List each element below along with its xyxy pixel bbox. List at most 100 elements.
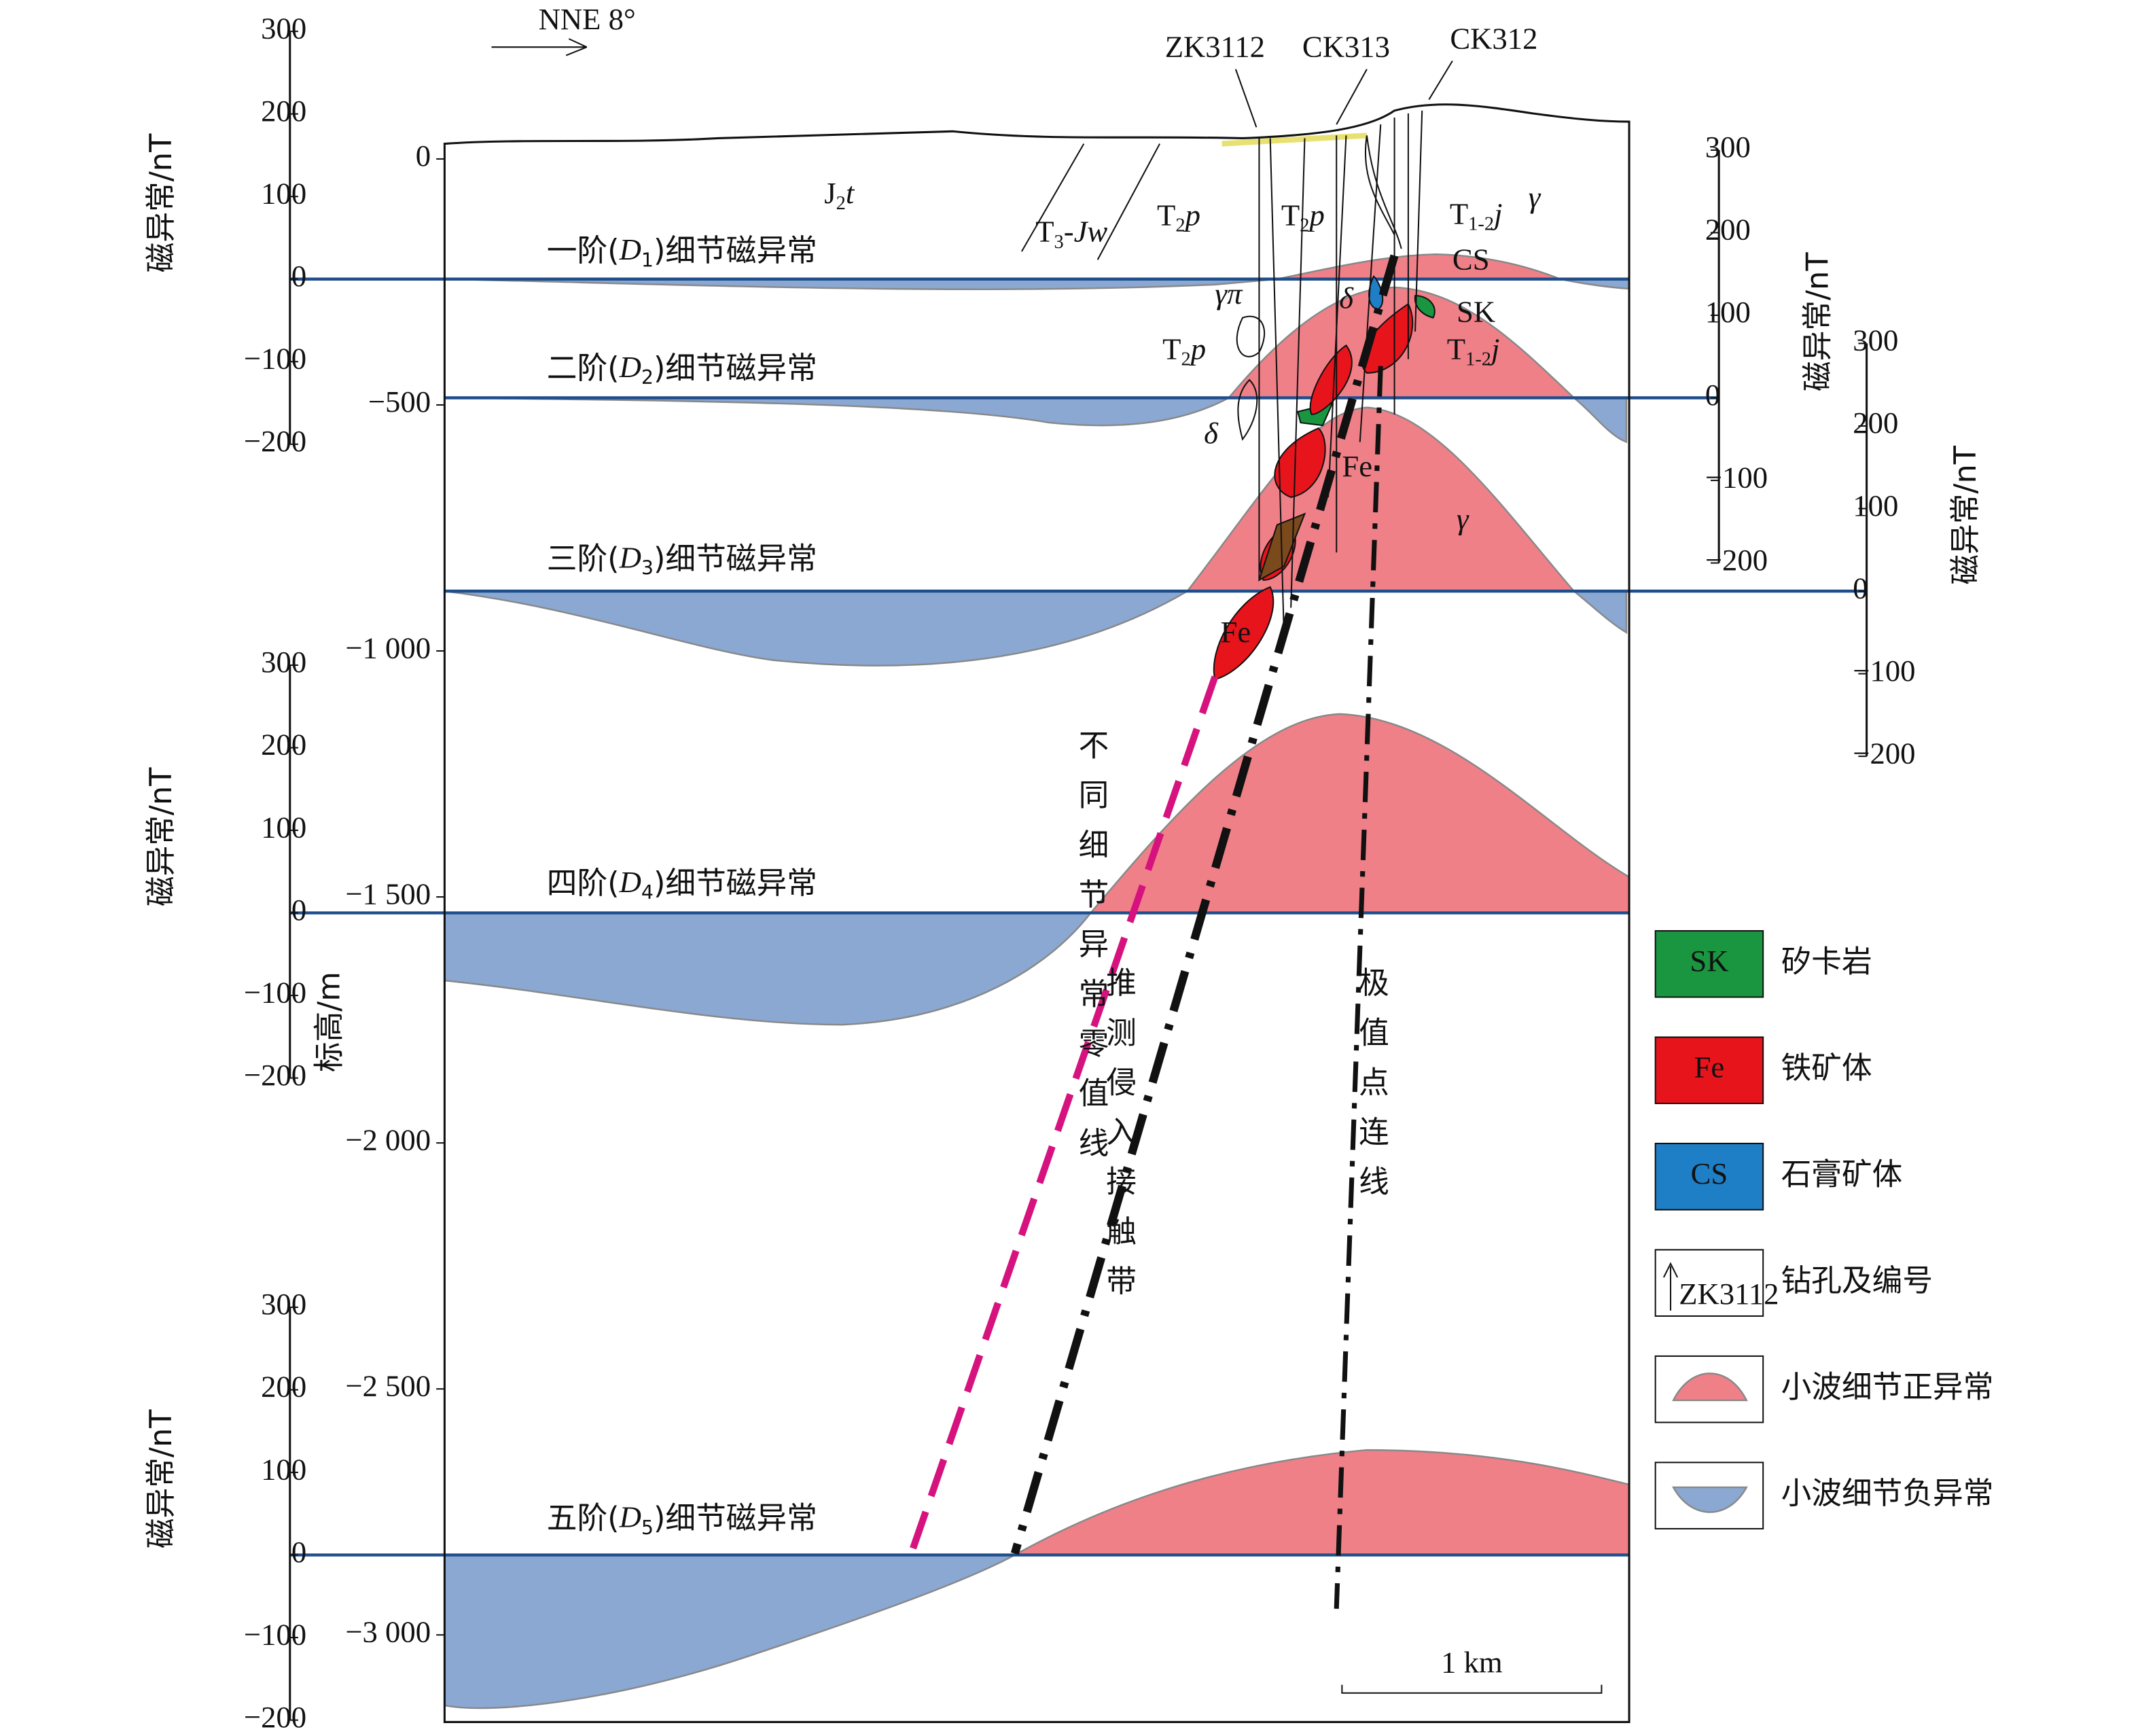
y-tick-label: −200 xyxy=(1853,736,1915,770)
y-tick-label: 100 xyxy=(261,1452,306,1486)
geology-label: γπ xyxy=(1215,277,1243,311)
legend-symbol: ZK3112 xyxy=(1679,1277,1779,1311)
legend-symbol: SK xyxy=(1690,944,1728,978)
axis-title: 磁异常/nT xyxy=(143,767,179,906)
y-tick-label: 0 xyxy=(291,893,306,927)
subscript: 2 xyxy=(1175,215,1185,236)
main: T xyxy=(1035,215,1054,249)
prefix: 三阶( xyxy=(547,541,620,576)
y-tick-label: 100 xyxy=(261,810,306,844)
main: γ xyxy=(1457,502,1469,536)
y-tick-label: −100 xyxy=(1705,460,1768,494)
y-tick-label: 300 xyxy=(1705,130,1751,164)
drill-hole-label: CK313 xyxy=(1302,30,1390,64)
subscript: 2 xyxy=(641,366,654,389)
y-tick-label: 100 xyxy=(261,176,306,210)
y-tick-label: −2 000 xyxy=(345,1122,431,1156)
leader xyxy=(1234,69,1258,128)
symbol: D xyxy=(619,541,641,575)
y-tick-label: 0 xyxy=(291,259,306,293)
level-label: 二阶(D2)细节磁异常 xyxy=(547,350,817,389)
y-tick-label: −100 xyxy=(244,1617,306,1651)
main: CS xyxy=(1452,243,1490,277)
leader xyxy=(1336,69,1368,125)
tail: p xyxy=(1307,198,1324,232)
tail: t xyxy=(846,176,855,210)
tail: -Jw xyxy=(1064,215,1108,249)
prefix: 一阶( xyxy=(547,233,620,268)
y-tick-label: −1 500 xyxy=(345,876,431,910)
tail: j xyxy=(1491,197,1502,231)
subscript: 3 xyxy=(1054,231,1064,252)
suffix: )细节磁异常 xyxy=(654,1501,817,1536)
geology-label: Fe xyxy=(1221,615,1251,649)
level-label: 四阶(D4)细节磁异常 xyxy=(547,865,817,904)
suffix: )细节磁异常 xyxy=(654,541,817,576)
tail: p xyxy=(1183,198,1200,232)
symbol: D xyxy=(619,232,641,266)
legend-arrow xyxy=(1662,1262,1679,1311)
main: γπ xyxy=(1215,277,1243,311)
geology-label: CS xyxy=(1452,243,1490,277)
y-tick-label: 0 xyxy=(291,1535,306,1569)
line-label: 不同细节异常零值线 xyxy=(1073,729,1108,1176)
prefix: 四阶( xyxy=(547,866,620,901)
symbol: D xyxy=(619,865,641,899)
main: Fe xyxy=(1342,449,1372,483)
y-tick-label: −2 500 xyxy=(345,1368,431,1402)
prefix: 五阶( xyxy=(547,1501,620,1536)
subscript: 4 xyxy=(641,881,654,904)
y-tick-label: 0 xyxy=(1705,378,1720,412)
y-tick-label: 200 xyxy=(261,1370,306,1404)
y-tick-label: 200 xyxy=(261,728,306,762)
labels: NNE 8° 1 km 标高/m xyxy=(312,2,1503,1679)
drill-hole-label: CK312 xyxy=(1450,21,1537,55)
legend-label: 矽卡岩 xyxy=(1781,944,1872,980)
y-tick-label: 300 xyxy=(1853,323,1898,357)
legend-label: 小波细节正异常 xyxy=(1781,1370,1994,1405)
subscript: 1-2 xyxy=(1465,349,1491,370)
y-tick-label: 200 xyxy=(261,94,306,128)
legend-symbol: Fe xyxy=(1694,1050,1725,1084)
drill-hole-label: ZK3112 xyxy=(1165,30,1265,64)
y-tick-label: 100 xyxy=(1705,295,1751,329)
y-tick-label: −200 xyxy=(244,424,306,458)
geology-label: T1-2j xyxy=(1447,332,1500,370)
tail: j xyxy=(1488,332,1499,366)
main: T xyxy=(1162,332,1181,366)
geology-label: Fe xyxy=(1342,449,1372,483)
main: T xyxy=(1281,198,1300,232)
main: T xyxy=(1447,332,1465,366)
legend-box xyxy=(1654,929,1764,998)
legend-label: 石膏矿体 xyxy=(1781,1157,1903,1192)
subscript: 2 xyxy=(1181,349,1190,370)
y-tick-label: 300 xyxy=(261,1287,306,1321)
direction: NNE 8° xyxy=(539,2,636,36)
geology-label: δ xyxy=(1204,417,1219,450)
y-tick-label: 0 xyxy=(416,139,431,173)
geology-label: T2p xyxy=(1281,198,1325,236)
symbol: D xyxy=(619,1500,641,1534)
leader xyxy=(1428,60,1453,101)
elevation-axis-title: 标高/m xyxy=(312,972,347,1072)
geology-label: T1-2j xyxy=(1450,197,1503,234)
main: γ xyxy=(1529,180,1541,214)
main: δ xyxy=(1204,417,1219,450)
level-label: 一阶(D1)细节磁异常 xyxy=(547,232,817,271)
y-tick-label: 200 xyxy=(1705,213,1751,247)
subscript: 3 xyxy=(641,557,654,580)
y-tick-label: 200 xyxy=(1853,406,1898,440)
y-tick-label: −100 xyxy=(244,342,306,376)
subscript: 2 xyxy=(1300,215,1309,236)
scale-label: 1 km xyxy=(1441,1645,1503,1679)
subscript: 1 xyxy=(641,249,654,271)
geology-label: T2p xyxy=(1162,332,1206,370)
y-tick-label: 100 xyxy=(1853,489,1898,522)
y-tick-label: 300 xyxy=(261,645,306,679)
legend-box xyxy=(1654,1036,1764,1105)
legend-symbol: CS xyxy=(1691,1156,1728,1190)
y-tick-label: −200 xyxy=(1705,543,1768,577)
geology-label: δ xyxy=(1339,281,1354,315)
suffix: )细节磁异常 xyxy=(654,866,817,901)
legend-swatch xyxy=(1672,1372,1748,1402)
